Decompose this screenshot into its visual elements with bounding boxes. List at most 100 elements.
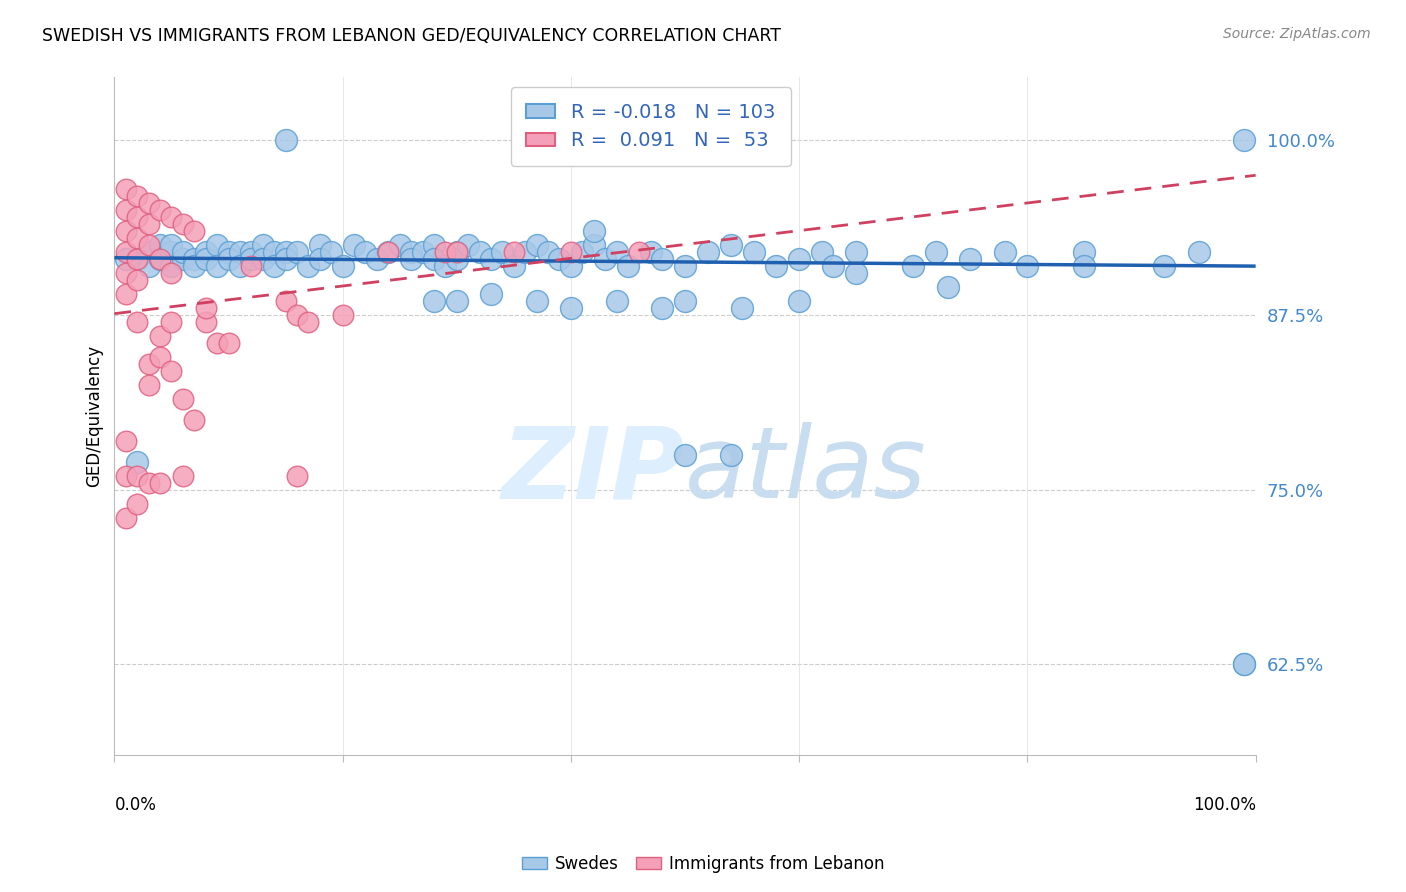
Point (742, 245, 765, 260)
Point (194, 315, 217, 329)
Point (160, 245, 183, 260)
Point (160, 259, 183, 273)
Point (240, 245, 263, 260)
Point (138, 378, 160, 392)
Point (787, 252, 810, 267)
Point (731, 301, 754, 315)
Point (515, 245, 537, 260)
Point (114, 434, 136, 448)
Point (412, 245, 434, 260)
Point (194, 252, 217, 267)
Legend: Swedes, Immigrants from Lebanon: Swedes, Immigrants from Lebanon (515, 848, 891, 880)
Point (308, 252, 330, 267)
Point (468, 245, 491, 260)
Point (606, 294, 628, 309)
Point (149, 238, 172, 252)
Point (1153, 259, 1175, 273)
Point (1233, 657, 1256, 672)
Point (114, 287, 136, 301)
Point (218, 245, 240, 260)
Point (205, 238, 228, 252)
Point (297, 315, 319, 329)
Point (560, 245, 582, 260)
Point (399, 252, 422, 267)
Point (252, 252, 274, 267)
Point (617, 259, 640, 273)
Point (845, 245, 868, 260)
Point (526, 238, 548, 252)
Point (229, 245, 252, 260)
Point (787, 294, 810, 309)
Point (811, 245, 834, 260)
Point (845, 266, 868, 280)
Point (673, 259, 696, 273)
Point (593, 252, 616, 267)
Point (560, 301, 582, 315)
Point (138, 217, 160, 231)
Point (127, 211, 149, 225)
Point (138, 245, 160, 260)
Point (285, 308, 308, 322)
Point (285, 245, 308, 260)
Point (114, 252, 136, 267)
Point (149, 252, 172, 267)
Point (218, 336, 240, 351)
Point (127, 231, 149, 245)
Point (127, 497, 149, 511)
Point (925, 245, 948, 260)
Y-axis label: GED/Equivalency: GED/Equivalency (86, 345, 103, 487)
Point (332, 308, 354, 322)
Point (183, 259, 205, 273)
Point (127, 252, 149, 267)
Point (823, 259, 845, 273)
Point (138, 196, 160, 211)
Point (149, 329, 172, 343)
Point (160, 211, 183, 225)
Point (240, 259, 263, 273)
Legend: R = -0.018   N = 103, R =  0.091   N =  53: R = -0.018 N = 103, R = 0.091 N = 53 (510, 87, 792, 166)
Point (183, 413, 205, 427)
Point (446, 245, 468, 260)
Point (274, 252, 297, 267)
Point (160, 238, 183, 252)
Point (640, 245, 662, 260)
Point (252, 238, 274, 252)
Point (765, 259, 787, 273)
Point (399, 245, 422, 260)
Point (114, 510, 136, 524)
Point (537, 245, 560, 260)
Point (377, 245, 399, 260)
Point (114, 468, 136, 483)
Point (285, 468, 308, 483)
Point (149, 350, 172, 364)
Point (127, 468, 149, 483)
Point (446, 252, 468, 267)
Text: ZIP: ZIP (502, 422, 685, 519)
Point (377, 245, 399, 260)
Point (240, 252, 263, 267)
Point (138, 475, 160, 490)
Point (114, 182, 136, 196)
Point (149, 203, 172, 218)
Point (1073, 259, 1095, 273)
Point (308, 238, 330, 252)
Point (1233, 133, 1256, 147)
Point (160, 266, 183, 280)
Point (274, 133, 297, 147)
Point (582, 224, 605, 238)
Point (446, 294, 468, 309)
Point (1187, 245, 1209, 260)
Point (354, 245, 377, 260)
Point (673, 294, 696, 309)
Point (114, 224, 136, 238)
Point (172, 245, 194, 260)
Point (366, 252, 388, 267)
Point (526, 294, 548, 309)
Point (423, 252, 446, 267)
Point (138, 238, 160, 252)
Point (343, 238, 366, 252)
Point (446, 245, 468, 260)
Point (149, 475, 172, 490)
Point (127, 189, 149, 203)
Point (127, 252, 149, 267)
